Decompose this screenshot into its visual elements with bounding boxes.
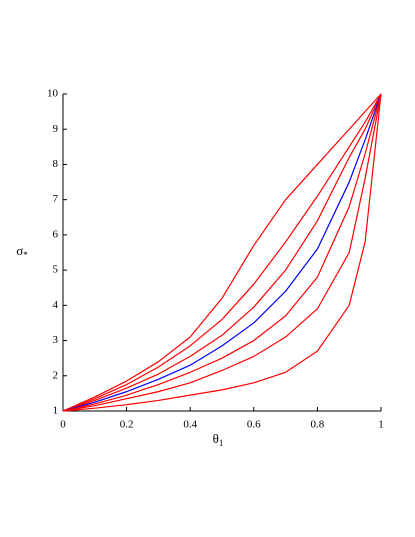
x-tick-label: 0.6 [247,419,261,431]
x-axis-label: θ1 [213,431,224,448]
y-tick-label: 6 [53,228,59,240]
y-label-text: σ [16,243,23,258]
y-tick-label: 4 [53,299,59,311]
curve [62,93,382,412]
curve [62,93,382,412]
y-tick-label: 10 [47,88,59,100]
x-label-sub: 1 [219,438,224,448]
curve [62,93,382,412]
curve [62,93,382,412]
y-label-sub: * [23,250,28,260]
y-tick-label: 2 [53,369,59,381]
y-axis-label: σ* [16,243,28,260]
y-tick-label: 9 [53,123,59,135]
curve [62,93,382,412]
y-tick-label: 8 [53,158,59,170]
x-tick-label: 0.4 [183,419,197,431]
y-tick-label: 3 [53,334,59,346]
x-tick-label: 1 [378,419,384,431]
x-label-text: θ [213,431,219,446]
curve [62,93,382,412]
y-tick-label: 1 [53,405,59,417]
x-tick-label: 0 [60,419,66,431]
x-tick-label: 0.8 [311,419,325,431]
curve [62,93,382,412]
x-tick-label: 0.2 [120,419,134,431]
y-tick-label: 7 [53,193,59,205]
y-tick-label: 5 [53,264,59,276]
